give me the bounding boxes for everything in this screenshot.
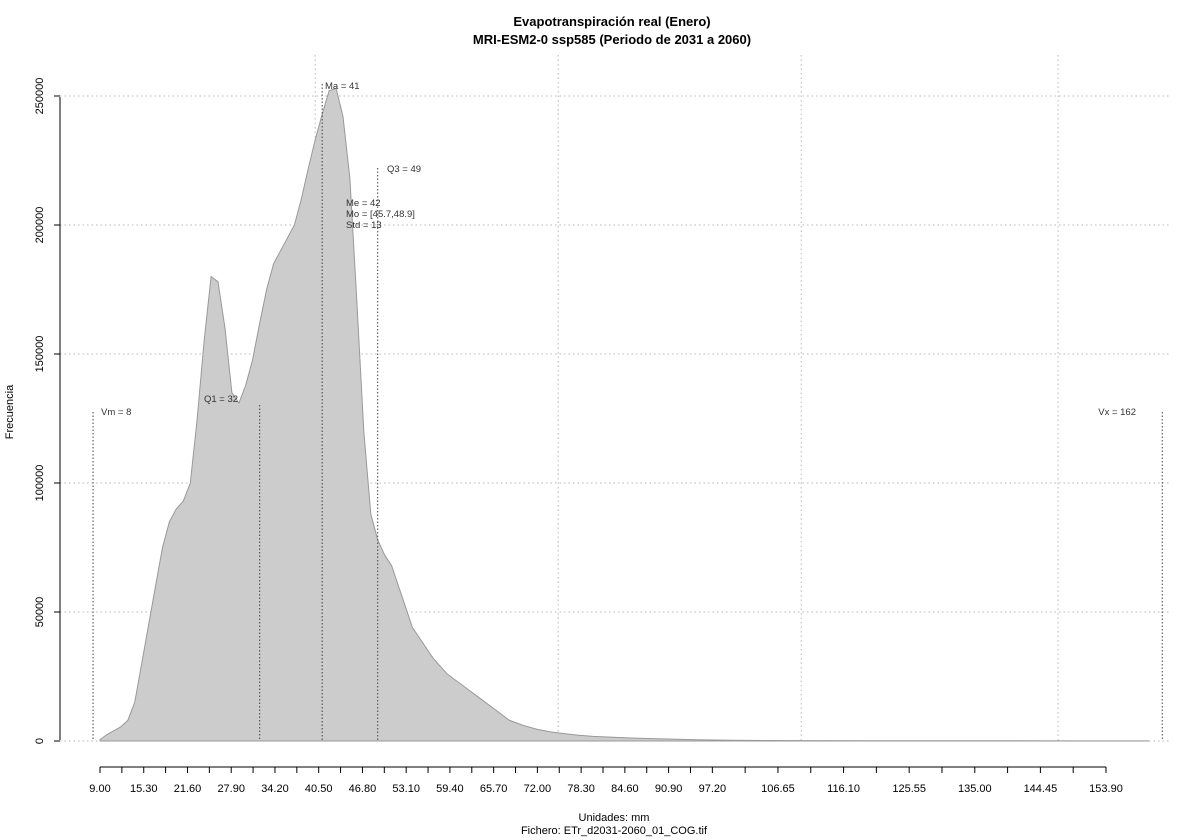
- x-tick-label: 21.60: [174, 783, 202, 795]
- x-axis-ticks: 9.00 15.30 21.60 27.90 34.20 40.50 46.80 53.10 5…: [89, 767, 1123, 795]
- x-tick-label: 106.65: [761, 783, 795, 795]
- x-tick-label: 59.40: [436, 783, 464, 795]
- y-axis-label: Frecuencia: [4, 384, 16, 439]
- x-tick-label: 9.00: [89, 783, 110, 795]
- x-tick-label: 40.50: [305, 783, 333, 795]
- y-tick-label: 50000: [34, 597, 46, 628]
- y-tick-label: 200000: [34, 207, 46, 244]
- stat-label: Q1 = 32: [204, 394, 238, 405]
- x-tick-label: 84.60: [611, 783, 639, 795]
- x-tick-label: 153.90: [1089, 783, 1123, 795]
- stat-label: Vm = 8: [101, 407, 131, 418]
- chart-title: Evapotranspiración real (Enero): [513, 14, 710, 29]
- y-tick-label: 100000: [34, 465, 46, 502]
- density-area: [99, 87, 1149, 742]
- stat-label: Q3 = 49: [387, 164, 421, 175]
- file-caption: Fichero: ETr_d2031-2060_01_COG.tif: [521, 825, 708, 837]
- stat-label: Ma = 41: [325, 81, 360, 92]
- stat-label: Std = 13: [346, 220, 382, 231]
- x-tick-label: 90.90: [655, 783, 683, 795]
- x-tick-label: 116.10: [827, 783, 860, 795]
- x-tick-label: 46.80: [349, 783, 377, 795]
- stat-label: Me = 42: [346, 198, 381, 209]
- x-tick-label: 34.20: [261, 783, 289, 795]
- stat-label: Vx = 162: [1098, 407, 1136, 418]
- density-curve: [99, 87, 1149, 742]
- x-tick-label: 144.45: [1024, 783, 1058, 795]
- x-tick-label: 72.00: [524, 783, 552, 795]
- x-tick-label: 78.30: [567, 783, 595, 795]
- y-tick-label: 250000: [34, 78, 46, 115]
- y-tick-label: 0: [34, 738, 46, 744]
- x-tick-label: 53.10: [392, 783, 420, 795]
- x-tick-label: 97.20: [699, 783, 727, 795]
- x-tick-label: 125.55: [892, 783, 926, 795]
- x-tick-label: 135.00: [958, 783, 992, 795]
- y-tick-label: 150000: [34, 336, 46, 373]
- x-axis-label: Unidades: mm: [579, 812, 650, 824]
- x-tick-label: 15.30: [130, 783, 158, 795]
- y-axis-ticks: 0 50000 100000 150000 200000 250000: [34, 78, 60, 744]
- chart-subtitle: MRI-ESM2-0 ssp585 (Periodo de 2031 a 206…: [473, 32, 751, 47]
- stat-label: Mo = [45.7,48.9]: [346, 209, 415, 220]
- x-tick-label: 27.90: [217, 783, 245, 795]
- stat-lines: [92, 84, 1163, 741]
- x-tick-label: 65.70: [480, 783, 508, 795]
